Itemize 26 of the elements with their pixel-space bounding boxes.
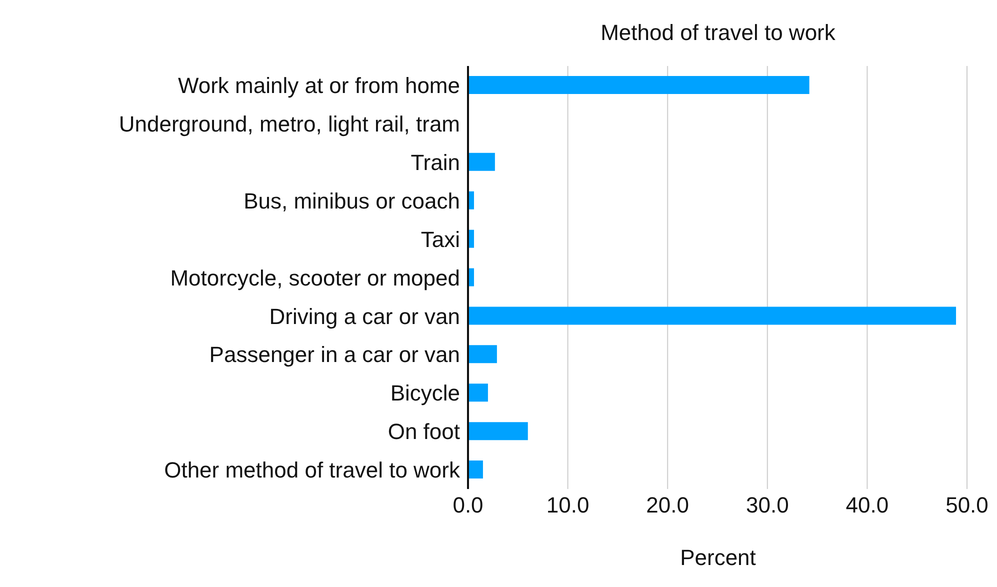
x-tick-label: 30.0 — [746, 492, 789, 518]
bar — [468, 345, 497, 364]
bar — [468, 384, 488, 402]
y-tick-label: Taxi — [420, 226, 460, 252]
chart-title: Method of travel to work — [600, 20, 836, 46]
x-tick-label: 50.0 — [946, 492, 988, 518]
y-tick-label: Underground, metro, light rail, tram — [118, 111, 460, 136]
bar — [468, 306, 956, 325]
y-tick-label: Passenger in a car or van — [209, 342, 460, 368]
bar — [468, 152, 495, 171]
y-tick-label: Other method of travel to work — [164, 458, 461, 483]
x-tick-label: 20.0 — [646, 492, 690, 518]
y-tick-label: On foot — [388, 419, 460, 444]
y-tick-label: Driving a car or van — [269, 304, 460, 329]
bar — [468, 76, 810, 94]
x-tick-label: 0.0 — [452, 492, 484, 518]
bar — [468, 422, 528, 440]
y-tick-label: Train — [410, 150, 460, 175]
y-tick-label: Bicycle — [390, 380, 460, 406]
x-axis-title: Percent — [679, 545, 757, 571]
y-tick-label: Motorcycle, scooter or moped — [170, 265, 460, 290]
y-tick-label: Work mainly at or from home — [178, 73, 460, 98]
x-tick-label: 10.0 — [546, 492, 590, 518]
x-tick-label: 40.0 — [846, 492, 889, 518]
bar — [468, 460, 483, 479]
y-tick-label: Bus, minibus or coach — [244, 188, 460, 214]
